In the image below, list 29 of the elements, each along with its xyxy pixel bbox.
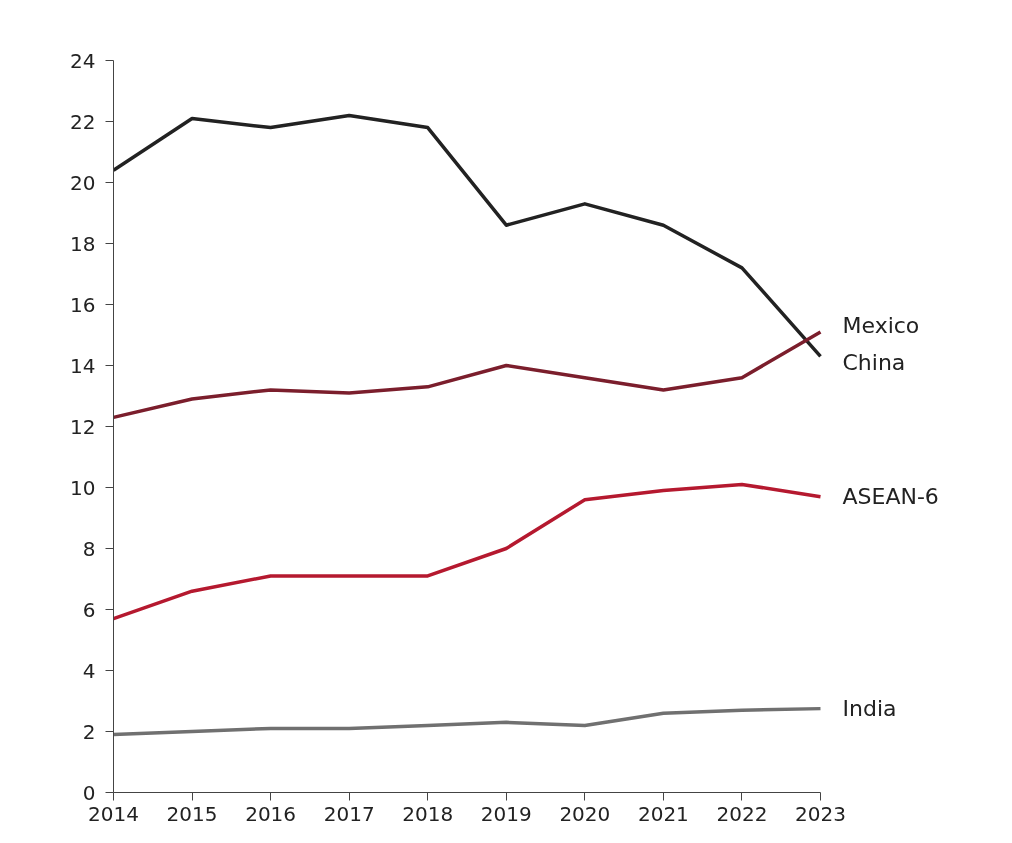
x-tick-label: 2016 [245, 801, 297, 826]
y-tick-label: 6 [82, 597, 96, 622]
x-tick-label: 2023 [795, 801, 846, 826]
x-tick-label: 2019 [480, 801, 532, 826]
series-label: ASEAN-6 [842, 484, 939, 510]
y-tick-label: 12 [70, 414, 96, 439]
y-tick-label: 2 [82, 719, 96, 744]
x-tick-label: 2022 [716, 801, 768, 826]
x-tick-label: 2015 [166, 801, 218, 826]
y-tick-label: 20 [70, 170, 96, 195]
line-series [113, 706, 823, 737]
y-tick-label: 22 [70, 109, 96, 134]
line-series [113, 482, 823, 621]
y-tick-label: 18 [70, 231, 96, 256]
y-tick-label: 4 [82, 658, 96, 683]
x-tick-label: 2021 [637, 801, 689, 826]
y-tick-label: 24 [70, 48, 96, 73]
line-series [113, 113, 823, 359]
y-tick-label: 10 [70, 475, 96, 500]
x-tick-label: 2018 [402, 801, 454, 826]
y-tick-label: 8 [82, 536, 96, 561]
series-label: India [842, 696, 897, 722]
series-label: Mexico [842, 313, 920, 339]
x-tick-label: 2020 [559, 801, 611, 826]
line-series [113, 330, 823, 420]
series-label: China [842, 349, 906, 375]
y-tick-label: 14 [70, 353, 96, 378]
y-tick-label: 16 [70, 292, 96, 317]
x-tick-label: 2017 [323, 801, 375, 826]
